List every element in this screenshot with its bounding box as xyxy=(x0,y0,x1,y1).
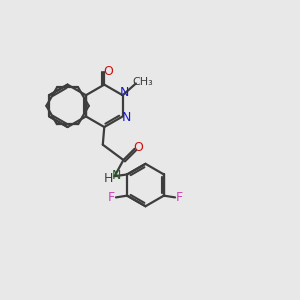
Text: F: F xyxy=(108,191,115,204)
Text: O: O xyxy=(134,141,143,154)
Text: N: N xyxy=(112,169,122,182)
Text: O: O xyxy=(103,64,113,78)
Text: N: N xyxy=(122,111,131,124)
Text: CH₃: CH₃ xyxy=(132,77,153,87)
Text: H: H xyxy=(103,172,113,185)
Text: N: N xyxy=(120,86,129,99)
Text: F: F xyxy=(176,191,183,204)
